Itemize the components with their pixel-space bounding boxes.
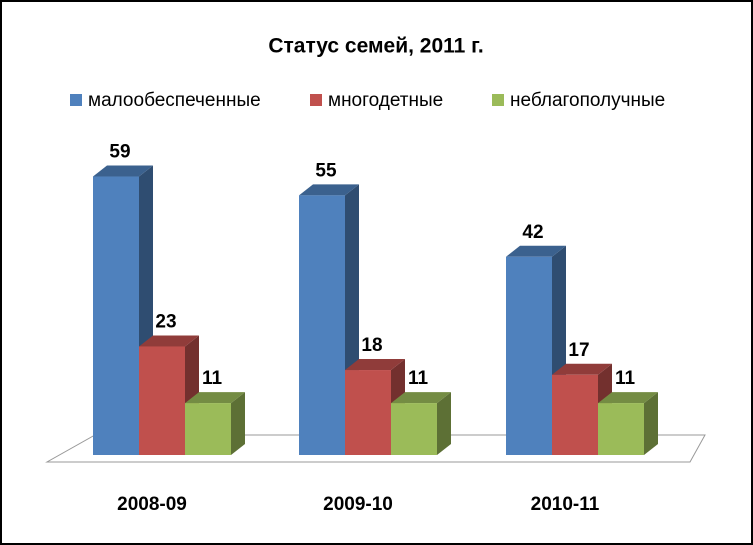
bar-side — [437, 392, 451, 455]
chart-title: Статус семей, 2011 г. — [268, 35, 483, 58]
value-label: 18 — [361, 335, 382, 356]
bar — [185, 403, 231, 455]
legend-label: малообеспеченные — [88, 90, 261, 111]
bar — [139, 346, 185, 455]
bar-top — [299, 184, 359, 196]
value-label: 11 — [202, 368, 223, 389]
bar — [299, 195, 345, 455]
bar-top — [598, 392, 658, 404]
bar — [345, 370, 391, 455]
value-label: 59 — [109, 142, 130, 163]
value-label: 11 — [408, 368, 429, 389]
bar-top — [93, 165, 153, 177]
bar — [552, 374, 598, 455]
bar-top — [139, 335, 199, 347]
value-label: 17 — [568, 340, 589, 361]
bar-top — [345, 359, 405, 371]
value-label: 55 — [315, 160, 337, 181]
value-label: 42 — [522, 222, 543, 243]
legend-label: многодетные — [328, 90, 443, 111]
x-tick-label: 2010-11 — [531, 494, 600, 515]
bar-top — [552, 363, 612, 375]
bar — [93, 176, 139, 455]
x-tick-label: 2008-09 — [117, 494, 187, 515]
bar — [598, 403, 644, 455]
legend-swatch — [310, 94, 322, 106]
bar-top — [391, 392, 451, 404]
bar-top — [185, 392, 245, 404]
legend-swatch — [70, 94, 82, 106]
bar-top — [506, 245, 566, 257]
bar-side — [644, 392, 658, 455]
bar-side — [231, 392, 245, 455]
bar — [506, 256, 552, 455]
value-label: 23 — [155, 311, 176, 332]
legend-swatch — [492, 94, 504, 106]
legend-label: неблагополучные — [510, 90, 665, 111]
value-label: 11 — [615, 368, 636, 389]
x-tick-label: 2009-10 — [323, 494, 393, 515]
bar — [391, 403, 437, 455]
